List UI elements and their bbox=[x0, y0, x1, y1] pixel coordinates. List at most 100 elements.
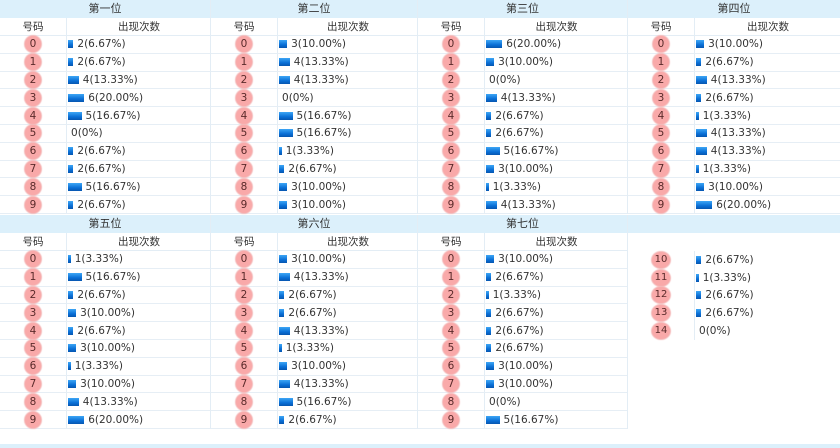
count-cell: 2 (6.67%) bbox=[67, 196, 210, 213]
number-ball: 9 bbox=[25, 411, 41, 428]
count-percent: (6.67%) bbox=[712, 289, 754, 302]
count-percent: (0%) bbox=[495, 73, 521, 86]
frequency-bar bbox=[486, 290, 489, 299]
number-cell: 4 bbox=[0, 107, 67, 124]
count-value: 3 bbox=[80, 306, 87, 319]
count-value: 6 bbox=[506, 38, 513, 51]
count-value: 2 bbox=[77, 324, 85, 337]
count-cell: 2 (6.67%) bbox=[278, 411, 417, 428]
count-percent: (3.33%) bbox=[499, 288, 541, 301]
number-ball: 4 bbox=[443, 322, 459, 339]
count-percent: (10.00%) bbox=[86, 306, 136, 319]
table-row: 4 2 (6.67%) bbox=[418, 107, 627, 125]
frequency-bar bbox=[486, 58, 495, 67]
frequency-bar bbox=[279, 255, 288, 264]
frequency-bar bbox=[279, 308, 285, 317]
frequency-bar bbox=[486, 362, 495, 371]
number-cell: 3 bbox=[628, 89, 695, 107]
frequency-bar bbox=[696, 147, 707, 156]
count-percent: (20.00%) bbox=[94, 413, 144, 426]
count-cell: 0 (0%) bbox=[695, 322, 840, 340]
number-cell: 6 bbox=[211, 142, 278, 160]
number-column-header: 号码 bbox=[0, 18, 67, 35]
frequency-bar bbox=[696, 309, 702, 318]
frequency-bar bbox=[279, 273, 290, 282]
count-value: 5 bbox=[85, 109, 93, 122]
table-row: 2 0 (0%) bbox=[418, 71, 627, 90]
count-percent: (6.67%) bbox=[84, 145, 126, 158]
table-row: 1 5 (16.67%) bbox=[0, 268, 210, 287]
frequency-bar bbox=[279, 40, 288, 49]
number-ball: 8 bbox=[236, 393, 252, 410]
count-value: 4 bbox=[500, 91, 508, 104]
table-row: 5 5 (16.67%) bbox=[211, 124, 417, 143]
count-column-header: 出现次数 bbox=[327, 235, 369, 248]
table-row: 0 3 (10.00%) bbox=[211, 36, 417, 54]
table-row: 3 0 (0%) bbox=[211, 89, 417, 108]
number-ball: 3 bbox=[25, 304, 41, 321]
frequency-bar bbox=[68, 362, 71, 371]
frequency-bar bbox=[486, 164, 495, 173]
frequency-bar bbox=[68, 379, 77, 388]
table-row: 9 2 (6.67%) bbox=[0, 196, 210, 214]
table-row: 5 1 (3.33%) bbox=[211, 339, 417, 358]
count-cell: 2 (6.67%) bbox=[695, 89, 840, 106]
number-cell: 0 bbox=[0, 251, 67, 268]
count-percent: (10.00%) bbox=[714, 38, 764, 51]
number-ball: 8 bbox=[25, 393, 41, 410]
number-cell: 3 bbox=[0, 89, 67, 107]
count-percent: (10.00%) bbox=[86, 342, 136, 355]
table-row: 9 6 (20.00%) bbox=[0, 411, 210, 429]
count-cell: 5 (16.67%) bbox=[485, 411, 627, 428]
count-value: 2 bbox=[495, 109, 503, 122]
number-ball: 6 bbox=[25, 143, 41, 160]
column-header-row: 号码 出现次数 bbox=[211, 233, 417, 251]
number-ball: 1 bbox=[653, 54, 669, 71]
count-cell: 3 (10.00%) bbox=[67, 340, 210, 357]
number-cell: 5 bbox=[418, 339, 485, 357]
number-ball: 8 bbox=[443, 178, 459, 195]
count-cell: 3 (10.00%) bbox=[485, 251, 627, 268]
count-percent: (13.33%) bbox=[300, 73, 349, 86]
number-ball: 13 bbox=[652, 305, 670, 322]
count-percent: (6.67%) bbox=[84, 162, 126, 175]
frequency-bar bbox=[486, 129, 492, 138]
position-group: 第四位 号码 出现次数 0 3 (10.00%) 1 2 (6.67%) 2 4 (13.33%) 3 2… bbox=[628, 0, 840, 214]
number-ball: 2 bbox=[443, 286, 459, 303]
count-value: 3 bbox=[498, 162, 505, 175]
table-row: 0 3 (10.00%) bbox=[418, 251, 627, 269]
frequency-bar bbox=[279, 164, 285, 173]
count-value: 4 bbox=[82, 395, 90, 408]
table-row: 2 2 (6.67%) bbox=[0, 286, 210, 305]
count-value: 6 bbox=[88, 413, 95, 426]
frequency-bar bbox=[486, 273, 492, 282]
count-percent: (13.33%) bbox=[300, 324, 349, 337]
column-header-row: 号码 出现次数 bbox=[418, 233, 627, 251]
frequency-bar bbox=[696, 40, 705, 49]
count-percent: (13.33%) bbox=[717, 73, 766, 86]
number-ball: 1 bbox=[236, 54, 252, 71]
number-cell: 7 bbox=[418, 160, 485, 178]
number-ball: 2 bbox=[25, 286, 41, 303]
table-row: 5 0 (0%) bbox=[0, 124, 210, 143]
count-percent: (16.67%) bbox=[92, 109, 141, 122]
group-title: 第六位 bbox=[211, 215, 417, 233]
number-ball: 9 bbox=[236, 411, 252, 428]
count-value: 0 bbox=[489, 73, 496, 86]
number-ball: 8 bbox=[443, 393, 459, 410]
count-cell: 3 (10.00%) bbox=[67, 304, 210, 321]
count-cell: 2 (6.67%) bbox=[485, 269, 627, 286]
number-ball: 5 bbox=[443, 125, 459, 142]
count-value: 2 bbox=[77, 198, 85, 211]
number-ball: 2 bbox=[236, 71, 252, 88]
number-cell: 5 bbox=[0, 124, 67, 142]
number-ball: 0 bbox=[25, 251, 41, 268]
number-cell: 0 bbox=[418, 36, 485, 53]
table-row: 2 4 (13.33%) bbox=[211, 71, 417, 90]
count-percent: (10.00%) bbox=[504, 360, 554, 373]
count-percent: (6.67%) bbox=[84, 288, 126, 301]
number-cell: 7 bbox=[0, 375, 67, 393]
number-cell: 6 bbox=[211, 357, 278, 375]
frequency-bar bbox=[279, 290, 285, 299]
table-row: 6 4 (13.33%) bbox=[628, 142, 840, 161]
